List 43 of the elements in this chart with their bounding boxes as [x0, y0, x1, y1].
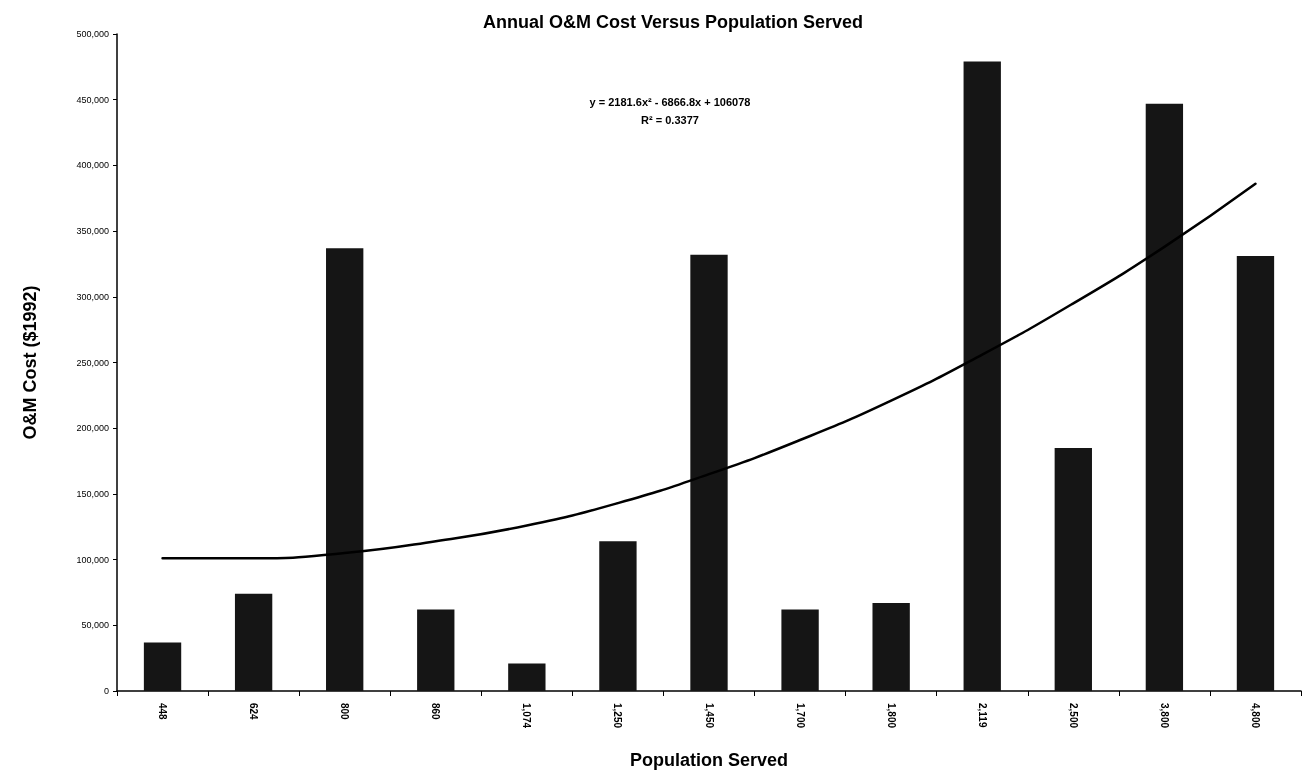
y-tick-label: 0 — [103, 686, 109, 696]
bar — [690, 254, 728, 691]
y-tick-label: 150,000 — [76, 488, 109, 499]
y-tick-label: 500,000 — [76, 29, 109, 39]
y-tick-label: 200,000 — [76, 423, 109, 434]
bar — [417, 609, 455, 691]
y-tick-label: 300,000 — [76, 291, 109, 302]
bar — [599, 541, 637, 691]
y-tick-label: 100,000 — [76, 554, 109, 565]
bar — [1054, 447, 1092, 691]
bar — [143, 642, 182, 691]
y-tick-label: 250,000 — [76, 357, 109, 368]
line-series — [161, 182, 1257, 560]
x-tick-label: 2,119 — [976, 703, 988, 728]
x-tick-label: 2,500 — [1067, 703, 1079, 729]
chart-title: Annual O&M Cost Versus Population Served — [483, 12, 864, 32]
y-tick-label: 400,000 — [76, 160, 109, 171]
x-tick-label: 1,250 — [612, 703, 624, 729]
bar — [326, 248, 364, 691]
x-tick-label: 1,700 — [794, 703, 806, 729]
bar — [234, 593, 273, 691]
bar — [508, 663, 546, 691]
x-tick-label: 4,800 — [1249, 703, 1261, 729]
bar — [1145, 103, 1184, 691]
x-tick-label: 1,800 — [885, 703, 897, 729]
y-tick-label: 50,000 — [81, 620, 109, 631]
x-tick-label: 800 — [339, 703, 351, 721]
x-axis-title: Population Served — [629, 750, 789, 770]
annotation: R² = 0.3377 — [641, 113, 699, 126]
x-tick-label: 860 — [430, 703, 442, 721]
x-tick-label: 448 — [157, 703, 169, 721]
x-tick-label: 1,450 — [703, 703, 715, 729]
x-tick-label: 3,800 — [1158, 703, 1170, 729]
annotation: y = 2181.6x² - 6866.8x + 106078 — [589, 95, 751, 108]
y-tick-label: 350,000 — [76, 226, 109, 237]
y-tick-label: 450,000 — [76, 94, 109, 105]
bar — [872, 602, 910, 691]
x-tick-label: 1,074 — [521, 703, 533, 729]
bar — [781, 609, 819, 691]
bar — [963, 61, 1001, 691]
x-tick-label: 624 — [248, 703, 260, 721]
bar — [1236, 256, 1275, 691]
y-axis-title: O&M Cost ($1992) — [20, 285, 40, 440]
